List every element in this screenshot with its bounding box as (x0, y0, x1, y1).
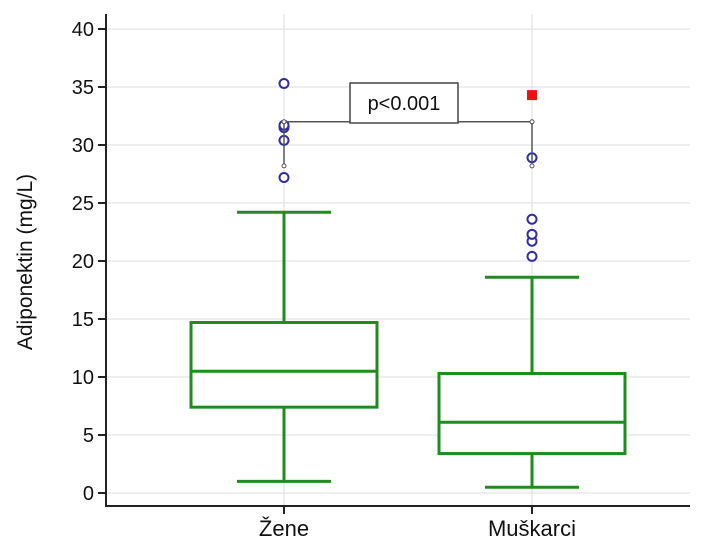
y-tick-label: 20 (72, 251, 94, 273)
iqr-box (189, 320, 379, 409)
far-outlier-point (527, 90, 537, 101)
bracket-end-dot (281, 119, 287, 125)
y-tick-label: 0 (83, 483, 94, 505)
y-tick-label: 25 (72, 193, 94, 215)
outlier-point (278, 78, 290, 90)
p-value-box (349, 82, 459, 124)
p-value-annotation: p<0.001 (281, 82, 535, 169)
y-axis-title: Adiponektin (mg/L) (14, 174, 37, 350)
bracket-end-dot (281, 163, 287, 169)
outlier-point (278, 171, 290, 183)
y-tick-label: 40 (72, 19, 94, 41)
outlier-point (526, 213, 538, 225)
boxes (189, 78, 627, 489)
y-tick-label: 30 (72, 135, 94, 157)
y-ticks: 0 5 10 15 20 25 30 35 40 (72, 19, 106, 505)
y-tick-label: 35 (72, 77, 94, 99)
p-value-label: p<0.001 (368, 93, 441, 115)
outlier-point (526, 250, 538, 262)
category-label: Muškarci (488, 516, 576, 541)
outlier-point (526, 228, 538, 240)
bracket-end-dot (529, 119, 535, 125)
bracket-end-dot (529, 163, 535, 169)
y-tick-label: 5 (83, 425, 94, 447)
box-zene (189, 78, 379, 483)
y-tick-label: 15 (72, 309, 94, 331)
category-label: Žene (259, 516, 309, 541)
x-ticks: Žene Muškarci (259, 506, 576, 541)
box-muskarci (437, 90, 627, 489)
iqr-box (437, 372, 627, 456)
y-tick-label: 10 (72, 367, 94, 389)
